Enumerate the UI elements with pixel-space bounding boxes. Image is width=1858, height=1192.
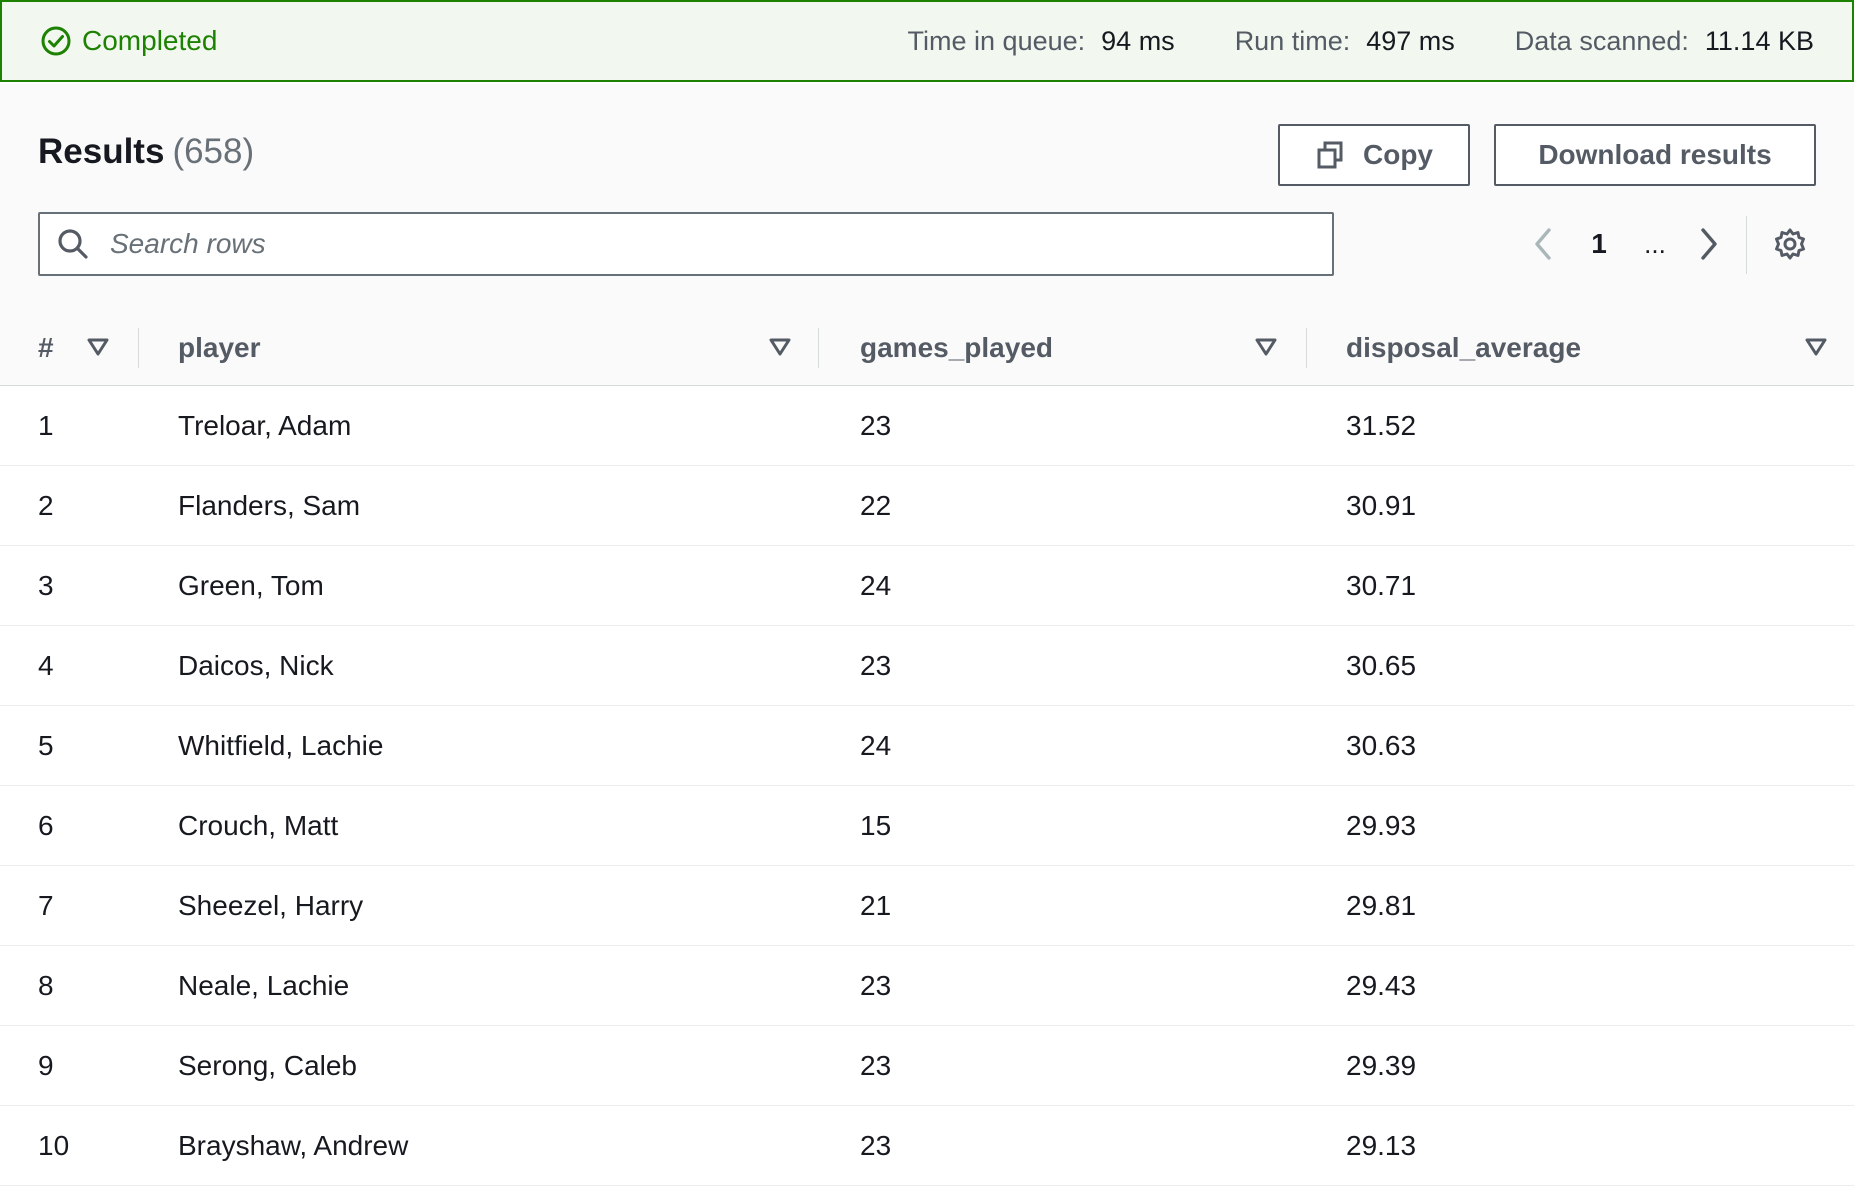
cell-index: 2 bbox=[38, 490, 54, 521]
metric-time-in-queue: Time in queue: 94 ms bbox=[908, 26, 1175, 57]
cell-disposal-average: 29.39 bbox=[1346, 1050, 1417, 1081]
next-page-button[interactable] bbox=[1692, 222, 1726, 266]
search-rows-field[interactable] bbox=[38, 212, 1334, 276]
cell-index: 1 bbox=[38, 410, 54, 441]
status-text: Completed bbox=[82, 25, 218, 56]
query-metrics: Time in queue: 94 ms Run time: 497 ms Da… bbox=[848, 2, 1814, 80]
copy-icon bbox=[1315, 140, 1345, 170]
search-icon bbox=[56, 227, 90, 261]
chevron-left-icon bbox=[1535, 228, 1551, 260]
table-row: 7 Sheezel, Harry 21 29.81 bbox=[0, 866, 1854, 946]
cell-games-played: 23 bbox=[860, 1050, 892, 1081]
cell-games-played: 22 bbox=[860, 490, 892, 521]
cell-player: Brayshaw, Andrew bbox=[178, 1130, 409, 1161]
table-row: 2 Flanders, Sam 22 30.91 bbox=[0, 466, 1854, 546]
table-row: 3 Green, Tom 24 30.71 bbox=[0, 546, 1854, 626]
previous-page-button[interactable] bbox=[1526, 222, 1560, 266]
metric-value: 11.14 KB bbox=[1704, 25, 1814, 56]
metric-data-scanned: Data scanned: 11.14 KB bbox=[1515, 26, 1814, 57]
chevron-right-icon bbox=[1701, 228, 1717, 260]
column-header-disposal-average[interactable]: disposal_average bbox=[1346, 332, 1582, 363]
table-row: 5 Whitfield, Lachie 24 30.63 bbox=[0, 706, 1854, 786]
metric-run-time: Run time: 497 ms bbox=[1235, 26, 1455, 57]
cell-games-played: 23 bbox=[860, 650, 892, 681]
cell-index: 4 bbox=[38, 650, 54, 681]
cell-games-played: 23 bbox=[860, 1130, 892, 1161]
cell-games-played: 23 bbox=[860, 970, 892, 1001]
filter-triangle-icon[interactable] bbox=[86, 335, 110, 359]
cell-player: Daicos, Nick bbox=[178, 650, 334, 681]
cell-games-played: 15 bbox=[860, 810, 892, 841]
column-header-index[interactable]: # bbox=[38, 332, 54, 363]
page-ellipsis: ... bbox=[1644, 229, 1666, 259]
results-table-header: # player games_played disposal_average bbox=[0, 310, 1854, 386]
cell-player: Serong, Caleb bbox=[178, 1050, 358, 1081]
results-count: (658) bbox=[172, 132, 255, 171]
query-status-bar: Completed Time in queue: 94 ms Run time:… bbox=[0, 0, 1854, 82]
cell-index: 3 bbox=[38, 570, 54, 601]
column-separator[interactable] bbox=[138, 328, 139, 368]
table-row: 9 Serong, Caleb 23 29.39 bbox=[0, 1026, 1854, 1106]
column-separator[interactable] bbox=[1306, 328, 1307, 368]
gear-icon bbox=[1775, 228, 1805, 260]
cell-index: 5 bbox=[38, 730, 54, 761]
column-header-games-played[interactable]: games_played bbox=[860, 332, 1053, 363]
results-heading: Results (658) bbox=[38, 132, 254, 172]
download-button-label: Download results bbox=[1538, 139, 1772, 170]
table-row: 4 Daicos, Nick 23 30.65 bbox=[0, 626, 1854, 706]
cell-disposal-average: 29.93 bbox=[1346, 810, 1417, 841]
cell-games-played: 23 bbox=[860, 410, 892, 441]
cell-disposal-average: 29.43 bbox=[1346, 970, 1417, 1001]
download-results-button[interactable]: Download results bbox=[1494, 124, 1816, 186]
cell-disposal-average: 30.91 bbox=[1346, 490, 1417, 521]
cell-index: 10 bbox=[38, 1130, 70, 1161]
cell-index: 6 bbox=[38, 810, 54, 841]
check-circle-icon bbox=[40, 25, 72, 57]
cell-player: Crouch, Matt bbox=[178, 810, 339, 841]
filter-triangle-icon[interactable] bbox=[1804, 335, 1828, 359]
results-panel: Results(658) Copy Download results 1 ... bbox=[0, 84, 1854, 311]
table-row: 1 Treloar, Adam 23 31.52 bbox=[0, 386, 1854, 466]
table-row: 8 Neale, Lachie 23 29.43 bbox=[0, 946, 1854, 1026]
cell-index: 7 bbox=[38, 890, 54, 921]
metric-value: 497 ms bbox=[1366, 25, 1455, 56]
cell-disposal-average: 30.65 bbox=[1346, 650, 1417, 681]
cell-player: Whitfield, Lachie bbox=[178, 730, 384, 761]
search-input[interactable] bbox=[108, 227, 1332, 261]
cell-disposal-average: 30.71 bbox=[1346, 570, 1417, 601]
status-indicator: Completed bbox=[40, 2, 217, 80]
cell-disposal-average: 31.52 bbox=[1346, 410, 1417, 441]
copy-button-label: Copy bbox=[1363, 139, 1433, 170]
cell-games-played: 21 bbox=[860, 890, 892, 921]
table-row: 10 Brayshaw, Andrew 23 29.13 bbox=[0, 1106, 1854, 1186]
filter-triangle-icon[interactable] bbox=[768, 335, 792, 359]
results-title: Results bbox=[38, 132, 165, 171]
table-row: 6 Crouch, Matt 15 29.93 bbox=[0, 786, 1854, 866]
cell-index: 8 bbox=[38, 970, 54, 1001]
column-separator[interactable] bbox=[818, 328, 819, 368]
cell-player: Flanders, Sam bbox=[178, 490, 361, 521]
cell-disposal-average: 29.13 bbox=[1346, 1130, 1417, 1161]
cell-disposal-average: 30.63 bbox=[1346, 730, 1417, 761]
cell-player: Neale, Lachie bbox=[178, 970, 350, 1001]
metric-label: Time in queue: bbox=[907, 25, 1086, 56]
cell-games-played: 24 bbox=[860, 570, 892, 601]
column-header-player[interactable]: player bbox=[178, 332, 261, 363]
copy-button[interactable]: Copy bbox=[1278, 124, 1470, 186]
metric-label: Run time: bbox=[1234, 25, 1351, 56]
cell-player: Sheezel, Harry bbox=[178, 890, 364, 921]
cell-games-played: 24 bbox=[860, 730, 892, 761]
pager-divider bbox=[1746, 216, 1747, 274]
cell-index: 9 bbox=[38, 1050, 54, 1081]
metric-value: 94 ms bbox=[1101, 25, 1175, 56]
filter-triangle-icon[interactable] bbox=[1254, 335, 1278, 359]
page-number-button[interactable]: 1 bbox=[1591, 228, 1607, 259]
cell-player: Treloar, Adam bbox=[178, 410, 352, 441]
cell-player: Green, Tom bbox=[178, 570, 324, 601]
cell-disposal-average: 29.81 bbox=[1346, 890, 1417, 921]
metric-label: Data scanned: bbox=[1514, 25, 1689, 56]
settings-button[interactable] bbox=[1772, 226, 1808, 262]
